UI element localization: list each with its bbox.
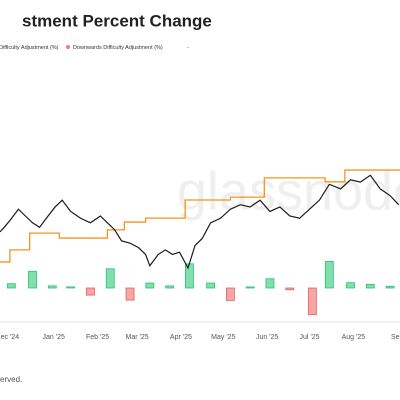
bar [184, 263, 194, 289]
bar [324, 260, 334, 289]
bar [6, 283, 16, 289]
bar [245, 286, 255, 289]
bar [47, 285, 57, 289]
x-tick-label: May '25 [211, 334, 235, 341]
bar [86, 287, 95, 296]
x-tick-label: Aug '25 [342, 334, 366, 341]
x-tick-label: Jan '25 [43, 334, 65, 341]
bar [285, 287, 295, 291]
bar [66, 286, 76, 289]
bar [385, 285, 395, 289]
legend-swatch [66, 45, 70, 49]
bar [165, 285, 175, 289]
bar [28, 270, 37, 289]
x-tick-label: Jul '25 [300, 334, 320, 341]
x-tick-label: Apr '25 [170, 334, 192, 341]
legend-label: Downwards Difficulty Adjustment (%) [73, 45, 163, 51]
footer: erved. [0, 375, 22, 384]
legend-label: - [187, 45, 189, 51]
x-tick-label: ec '24 [1, 334, 20, 341]
x-tick-label: Jun '25 [256, 334, 278, 341]
bar [206, 282, 216, 289]
bar [105, 268, 115, 289]
bar [225, 287, 235, 301]
legend-label: Difficulty Adjustment (%) [0, 45, 59, 51]
x-tick-label: Feb '25 [86, 334, 109, 341]
bar [365, 284, 375, 289]
x-tick-label: Sep [391, 334, 400, 341]
chart-title: stment Percent Change [22, 11, 212, 30]
watermark: glassnode [177, 161, 400, 221]
price-line [0, 174, 400, 270]
bar [346, 282, 355, 289]
bar [125, 287, 135, 301]
difficulty-step-line [0, 169, 400, 263]
bar [145, 282, 155, 289]
x-tick-label: Mar '25 [126, 334, 149, 341]
bar [307, 287, 317, 316]
bar [265, 278, 275, 289]
